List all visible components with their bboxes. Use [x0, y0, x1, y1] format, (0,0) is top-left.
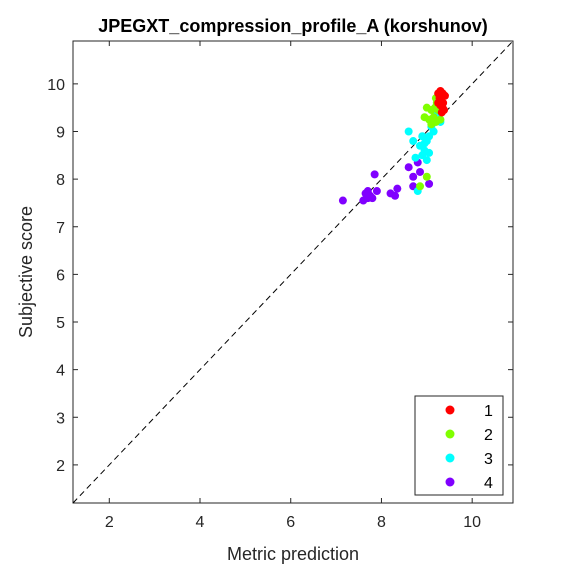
data-point [416, 182, 425, 191]
data-point [404, 127, 413, 136]
data-point [409, 172, 418, 181]
data-point [437, 108, 446, 117]
x-tick-label: 8 [377, 514, 386, 531]
data-point [422, 172, 431, 181]
series-1-points [434, 87, 449, 117]
data-point [425, 132, 434, 141]
x-tick-label: 2 [105, 514, 114, 531]
axis-ticks: 2 4 6 8 10 2 3 4 5 6 7 8 9 10 [47, 41, 513, 531]
data-point [338, 196, 347, 205]
data-point [370, 170, 379, 179]
x-axis-label: Metric prediction [227, 544, 359, 564]
legend-marker-2 [445, 429, 455, 439]
data-point [393, 184, 402, 193]
y-tick-label: 3 [56, 410, 65, 427]
data-point [391, 191, 400, 200]
data-point [427, 106, 436, 115]
y-axis-label: Subjective score [16, 206, 36, 338]
y-tick-label: 5 [56, 315, 65, 332]
legend-marker-3 [445, 453, 455, 463]
x-tick-label: 6 [286, 514, 295, 531]
y-tick-label: 6 [56, 267, 65, 284]
legend-label-4: 4 [484, 475, 493, 492]
legend-box [414, 395, 504, 496]
y-tick-label: 4 [56, 363, 65, 380]
legend-label-1: 1 [484, 403, 493, 420]
legend-label-2: 2 [484, 427, 493, 444]
legend-marker-1 [445, 405, 455, 415]
y-tick-label: 10 [47, 77, 65, 94]
data-point [372, 187, 381, 196]
legend: 1 2 3 4 [414, 395, 504, 496]
data-point [411, 153, 420, 162]
y-tick-label: 2 [56, 458, 65, 475]
data-point [436, 115, 445, 124]
legend-label-3: 3 [484, 451, 493, 468]
data-point [434, 98, 443, 107]
chart-title: JPEGXT_compression_profile_A (korshunov) [98, 16, 487, 36]
data-point [422, 156, 431, 165]
data-point [440, 91, 449, 100]
data-points [338, 87, 449, 205]
y-tick-label: 8 [56, 172, 65, 189]
data-point [425, 179, 434, 188]
y-tick-label: 9 [56, 124, 65, 141]
data-point [409, 137, 418, 146]
y-tick-label: 7 [56, 220, 65, 237]
x-tick-label: 4 [196, 514, 205, 531]
data-point [404, 163, 413, 172]
data-point [416, 167, 425, 176]
legend-marker-4 [445, 477, 455, 487]
data-point [368, 194, 377, 203]
series-4-points [338, 158, 434, 205]
data-point [363, 187, 372, 196]
data-point [420, 139, 429, 148]
data-point [427, 120, 436, 129]
x-tick-label: 10 [463, 514, 481, 531]
data-point [425, 148, 434, 157]
